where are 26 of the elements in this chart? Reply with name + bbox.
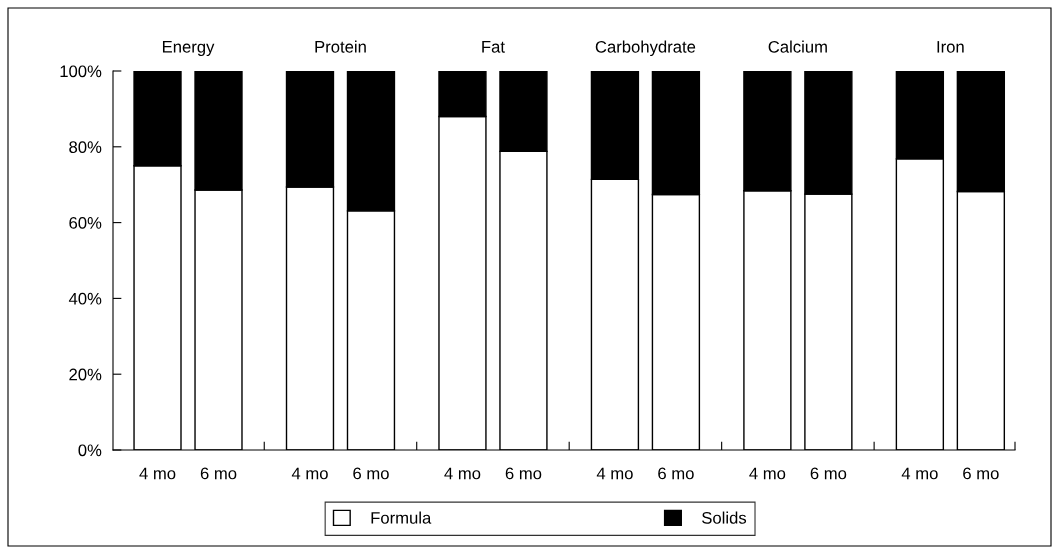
text: Carbohydrate — [595, 40, 696, 57]
text: Fat — [482, 41, 505, 53]
x-tick-label: 6 mo — [200, 467, 237, 480]
x-tick-label: 6 mo — [963, 467, 999, 480]
x-tick-label: 6 mo — [658, 467, 694, 480]
x-tick-label: 4 mo — [444, 467, 481, 480]
x-tick-label: 6 mo — [810, 467, 847, 480]
legend-label: Formula — [371, 511, 432, 524]
x-tick-label: 4 mo — [139, 467, 176, 480]
y-tick-label: 100% — [60, 65, 102, 78]
y-tick-label: 80% — [69, 141, 102, 153]
y-tick-label: 20% — [69, 368, 102, 381]
y-tick-label: 0% — [78, 444, 102, 457]
x-tick-label: 4 mo — [596, 467, 633, 480]
x-tick-label: 6 mo — [505, 467, 542, 480]
x-tick-label: 4 mo — [901, 467, 938, 480]
text: Protein — [315, 40, 366, 53]
text: Energy — [162, 41, 215, 57]
text: Iron — [937, 41, 964, 53]
legend-label: Solids — [702, 511, 747, 524]
y-tick-label: 60% — [69, 217, 102, 229]
text: Calcium — [768, 40, 827, 53]
x-tick-label: 4 mo — [291, 467, 328, 480]
x-tick-label: 6 mo — [353, 467, 389, 480]
x-tick-label: 4 mo — [749, 467, 786, 480]
y-tick-label: 40% — [68, 292, 102, 305]
